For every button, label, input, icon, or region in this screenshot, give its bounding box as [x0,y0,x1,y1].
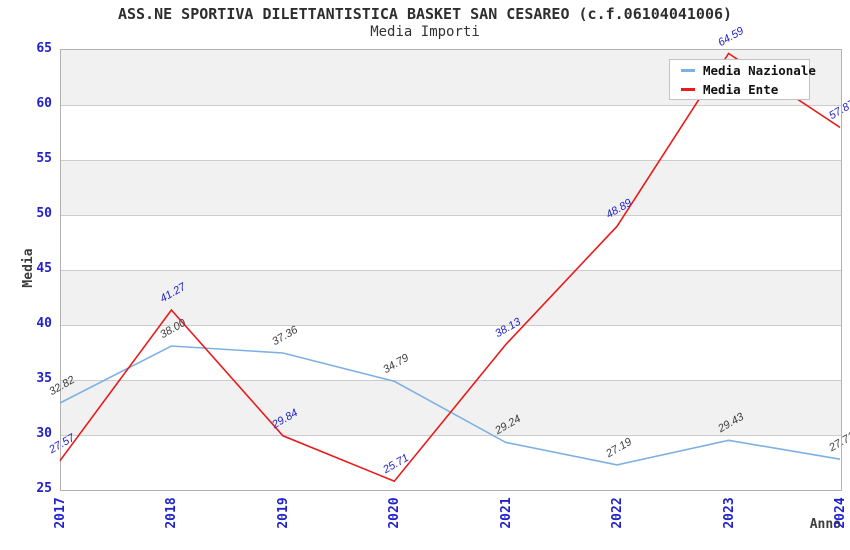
legend: Media Nazionale Media Ente [669,59,816,100]
y-tick-label: 60 [36,96,52,111]
grid-line [61,270,841,271]
plot-band [61,270,841,325]
legend-label: Media Ente [703,81,779,97]
x-axis-title: Anno [809,517,841,532]
y-tick-label: 55 [36,151,52,166]
grid-line [61,380,841,381]
x-tick-label: 2020 [387,497,403,529]
y-tick-label: 35 [36,371,52,386]
legend-line-swatch [681,68,695,72]
x-tick-label: 2023 [721,497,737,529]
y-tick-label: 30 [36,426,52,441]
y-tick-label: 40 [36,316,52,331]
legend-line-swatch [681,87,695,91]
plot-band [61,160,841,215]
y-tick-label: 65 [36,41,52,56]
chart-title: ASS.NE SPORTIVA DILETTANTISTICA BASKET S… [117,5,733,23]
x-tick-label: 2018 [164,497,180,529]
x-tick-label: 2021 [498,497,514,529]
legend-item: Media Ente [681,82,809,97]
legend-item: Media Nazionale [681,63,816,78]
x-tick-label: 2022 [610,497,626,529]
grid-line [61,105,841,106]
grid-line [61,215,841,216]
x-tick-label: 2017 [53,497,68,529]
grid-line [61,435,841,436]
grid-line [61,160,841,161]
y-tick-label: 45 [36,261,52,276]
x-tick-label: 2024 [833,497,848,529]
chart-subtitle: Media Importi [370,24,480,40]
y-tick-label: 50 [36,206,52,221]
x-tick-label: 2019 [275,497,291,529]
y-tick-label: 25 [36,481,52,496]
legend-label: Media Nazionale [703,62,816,78]
